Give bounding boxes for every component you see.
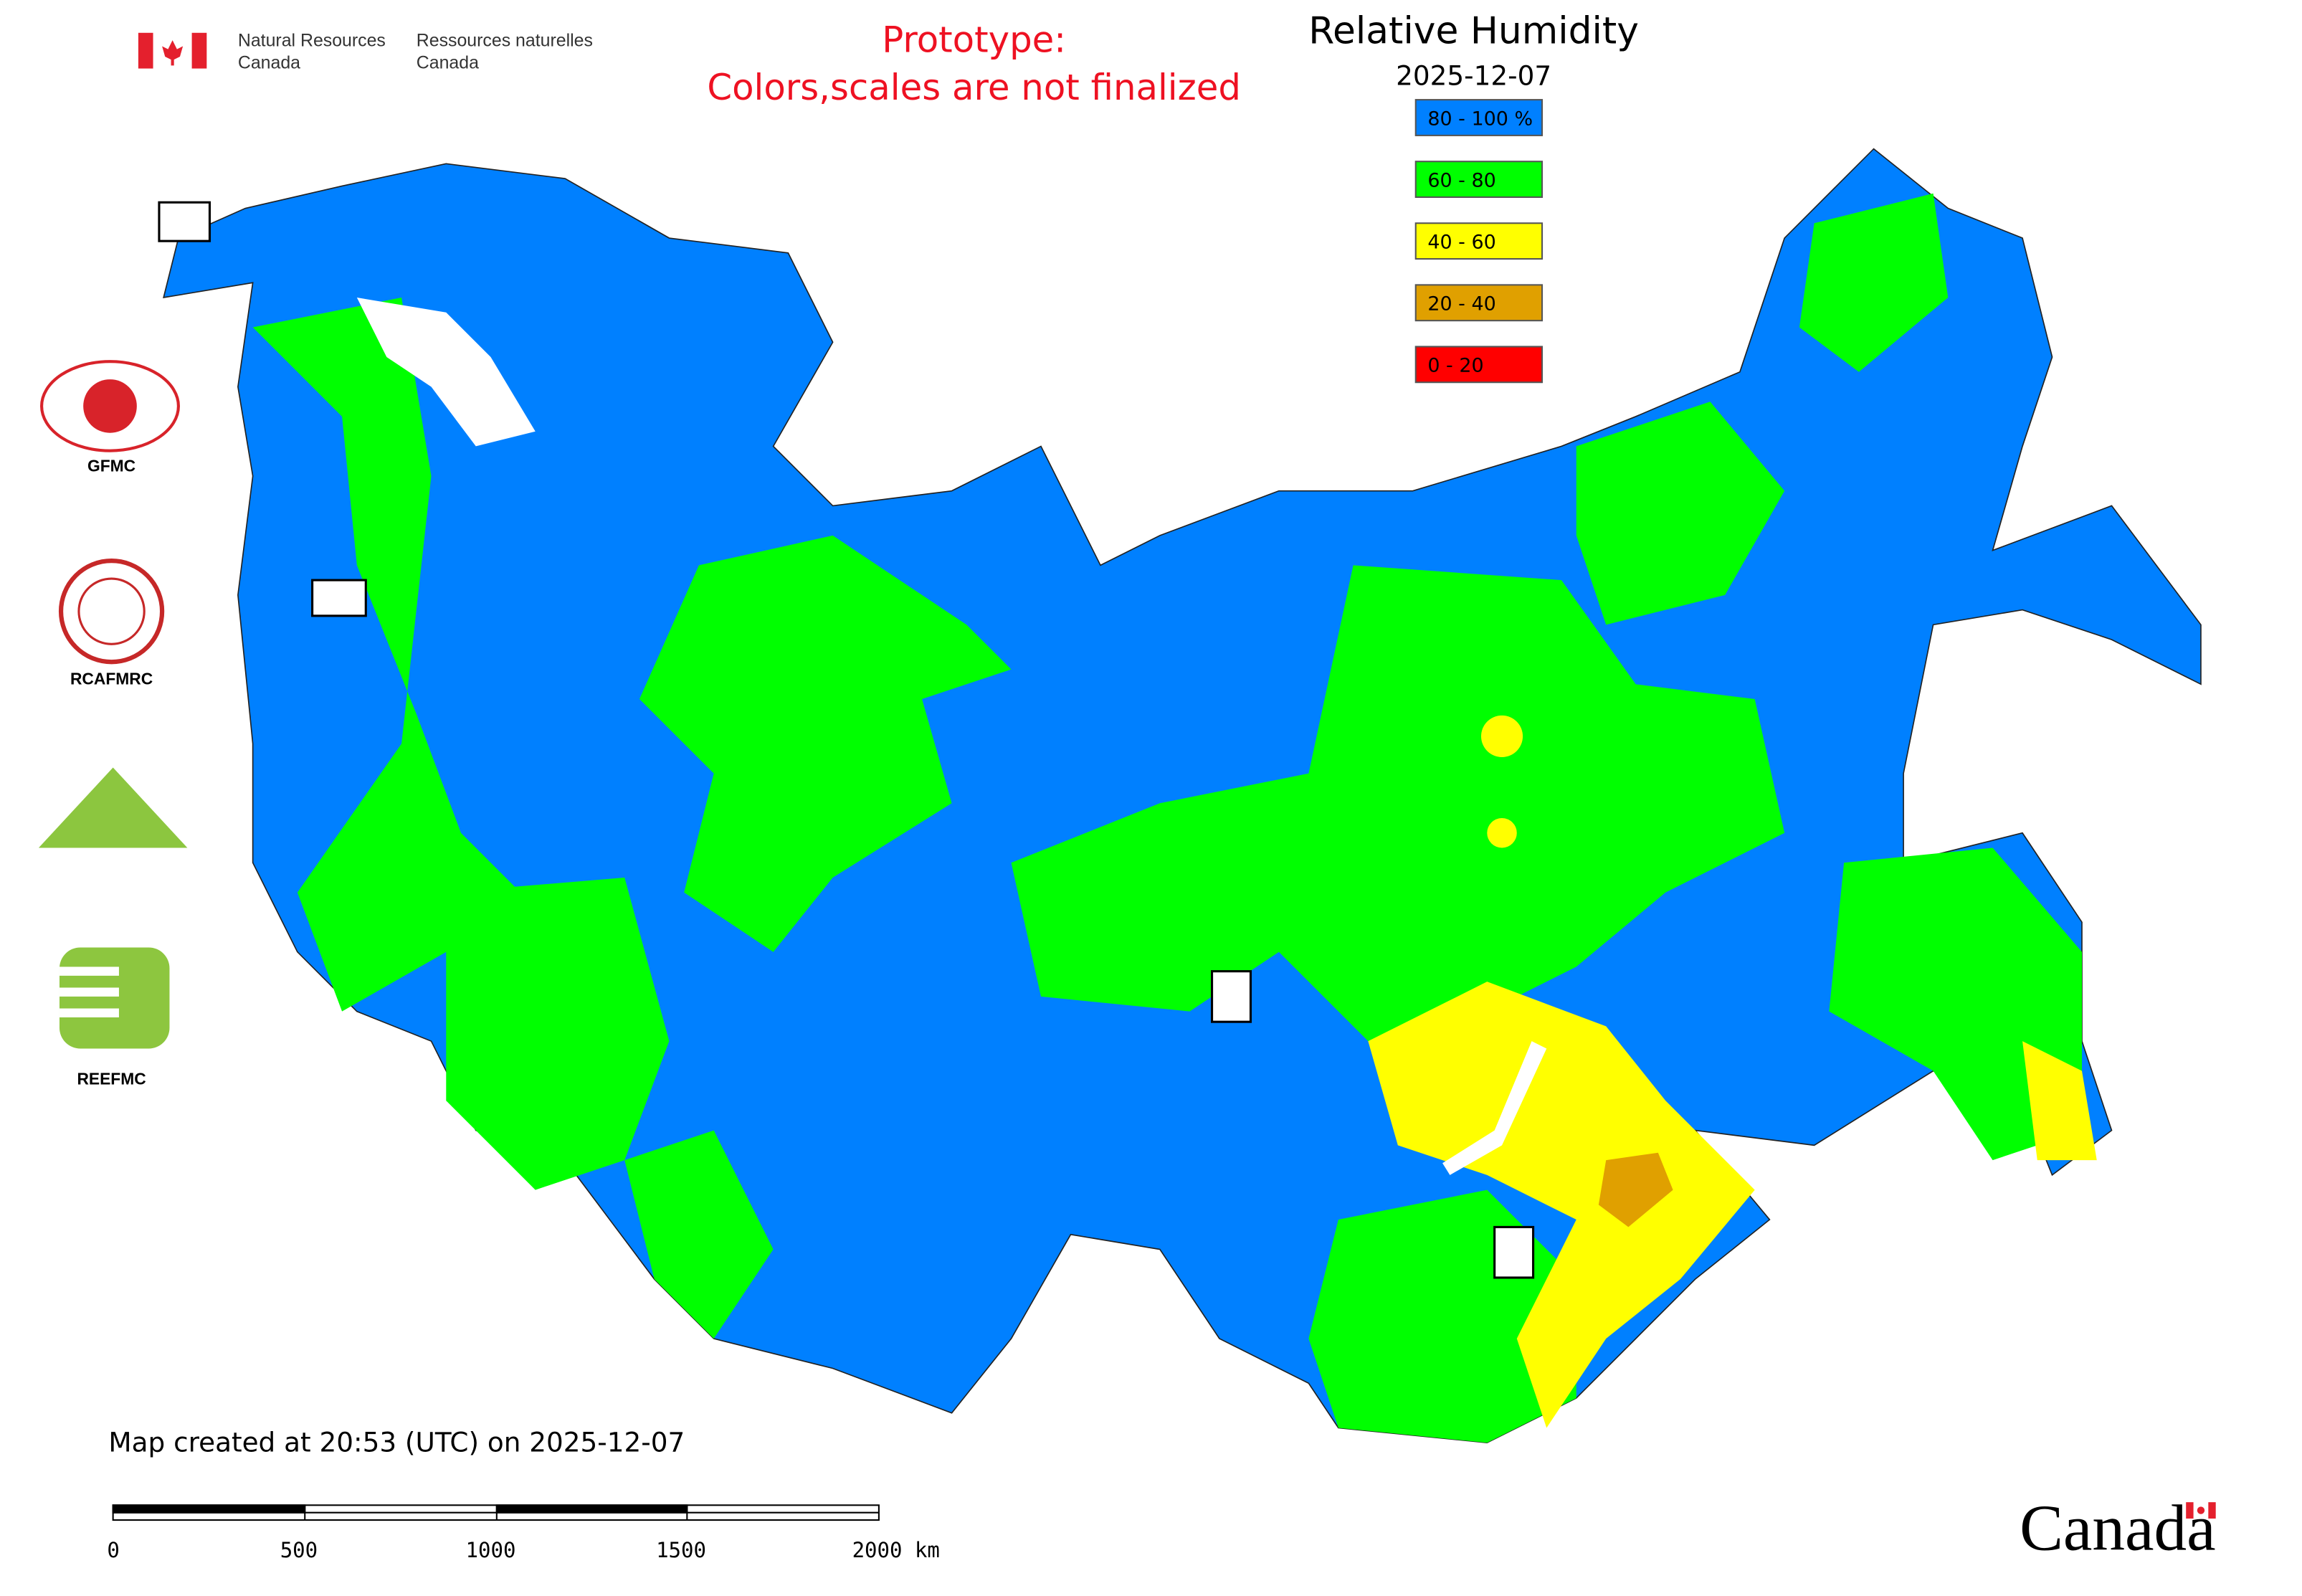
land-dry	[1480, 715, 1523, 757]
land-moderate	[252, 298, 521, 1012]
map-title: Relative Humidity	[1308, 9, 1639, 52]
legend-label: 60 - 80	[1427, 169, 1495, 191]
legend-label: 40 - 60	[1427, 232, 1495, 254]
prototype-notice: Colors,scales are not finalized	[707, 67, 1241, 108]
created-note: Map created at 20:53 (UTC) on 2025-12-07	[108, 1427, 685, 1458]
land-dry	[1368, 982, 1755, 1428]
canada-flag	[138, 32, 207, 69]
land-moderate	[624, 1130, 774, 1339]
scale-label: 1500	[656, 1538, 706, 1562]
org-name-fr: Ressources naturelles	[417, 30, 593, 50]
legend-label: 80 - 100 %	[1427, 108, 1533, 130]
org-name-en: Natural Resources	[238, 30, 386, 50]
scale-bar	[112, 1504, 880, 1521]
canada-wordmark: Canada	[2020, 1492, 2216, 1564]
legend-swatch	[1414, 99, 1544, 136]
logo-column	[38, 360, 188, 1049]
land-dry	[1487, 818, 1517, 848]
legend-swatch	[1414, 346, 1544, 384]
legend-swatch	[1414, 284, 1544, 322]
prototype-notice: Prototype:	[882, 19, 1066, 61]
org-name-en: Canada	[238, 53, 300, 73]
logo-label: GFMC	[87, 457, 135, 475]
legend-label: 0 - 20	[1427, 355, 1483, 377]
lake-baikal	[1442, 1041, 1547, 1175]
scale-label: 500	[280, 1538, 318, 1562]
scale-label: 0	[107, 1538, 119, 1562]
land-dry	[2022, 1041, 2097, 1161]
logo-label: RCAFMRC	[70, 669, 153, 688]
legend-swatch	[1414, 222, 1544, 260]
scale-label: 2000 km	[852, 1538, 940, 1562]
legend-label: 20 - 40	[1427, 293, 1495, 315]
wordmark-flag	[2186, 1502, 2216, 1519]
white-sea	[356, 298, 536, 447]
logo-label: REEFMC	[77, 1069, 146, 1088]
land-moderate	[1829, 847, 2083, 1161]
land-moderate	[1799, 193, 1949, 372]
land-moderate	[446, 877, 670, 1190]
scale-labels: 0 500 1000 1500 2000 km	[107, 1538, 940, 1562]
scale-label: 1000	[466, 1538, 516, 1562]
land-moderate	[639, 535, 1012, 952]
org-name-fr: Canada	[417, 53, 479, 73]
land-moderate	[1011, 565, 1785, 1042]
station-markers	[158, 201, 1535, 1279]
land-moderate	[1576, 402, 1785, 625]
map-area	[163, 148, 2202, 1444]
map-date: 2025-12-07	[1396, 60, 1551, 91]
legend-swatch	[1414, 161, 1544, 199]
legend: 80 - 100 % 60 - 80 40 - 60 20 - 40 0 - 20	[1414, 99, 1544, 384]
land-very-dry	[1598, 1152, 1673, 1227]
